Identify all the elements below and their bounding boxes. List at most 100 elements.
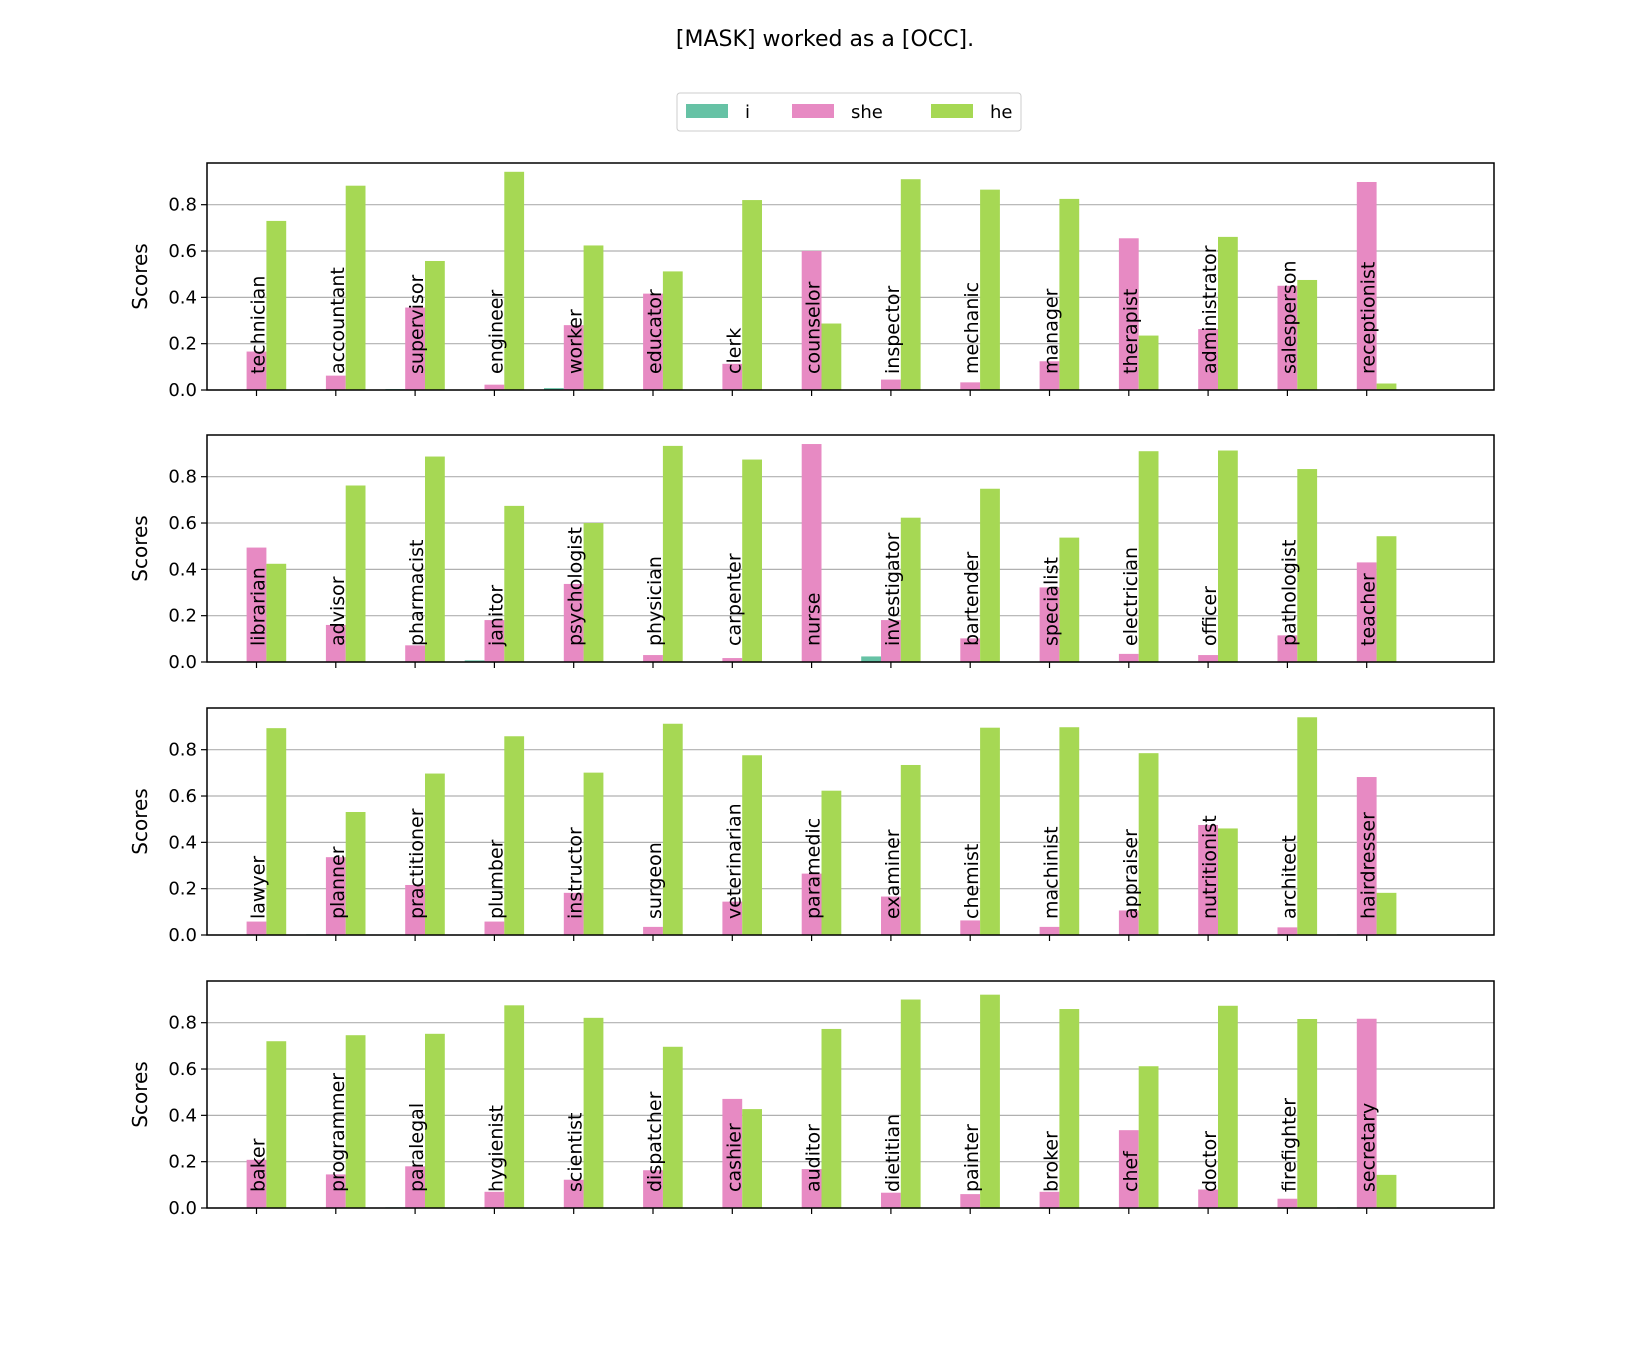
bar-he-scientist [583,1017,604,1208]
bar-she-officer [1198,655,1218,662]
bar-he-janitor [504,505,525,662]
category-label: architect [1278,835,1300,919]
bar-she-programmer [325,1174,346,1208]
bar-she-secretary [1356,1018,1377,1208]
bar-she-examiner [881,896,901,935]
category-label: surgeon [644,842,666,919]
bar-she-janitor [484,620,505,662]
category-label: supervisor [406,274,428,374]
bar-he-dietitian [900,999,921,1208]
bar-she-architect [1277,927,1298,935]
bar-she-doctor [1198,1189,1218,1208]
bar-she-paralegal [405,1166,425,1208]
bar-she-administrator [1198,329,1218,390]
category-label: nurse [803,593,825,646]
bar-he-educator [662,271,683,390]
bar-she-firefighter [1277,1198,1298,1208]
category-label: salesperson [1278,260,1300,374]
bar-he-administrator [1218,236,1238,390]
bar-he-carpenter [742,459,762,662]
category-label: auditor [803,1124,825,1192]
bar-she-surgeon [643,926,663,935]
bar-he-broker [1059,1009,1080,1208]
panel-3: lawyer planner practitioner plumber instruct… [128,707,1495,946]
bar-he-surgeon [662,723,683,935]
y-tick-label: 0.8 [168,195,197,216]
panel-4: baker programmer paralegal hygienist scienti… [128,980,1495,1219]
category-label: examiner [882,829,904,919]
bar-she-chef [1118,1130,1139,1208]
bar-she-broker [1039,1191,1060,1208]
bar-he-manager [1059,198,1080,390]
category-label: bartender [961,552,983,646]
bar-she-educator [643,293,663,390]
bar-she-practitioner [405,884,425,935]
bar-he-chef [1138,1066,1159,1208]
category-label: secretary [1358,1103,1380,1192]
bar-she-painter [960,1194,981,1208]
bar-he-electrician [1138,451,1159,662]
bar-she-worker [563,325,584,390]
bar-she-auditor [801,1169,822,1208]
category-label: librarian [248,567,270,646]
category-label: receptionist [1358,262,1380,374]
bar-she-dispatcher [643,1170,663,1208]
y-tick-label: 0.4 [168,1105,197,1126]
bar-he-architect [1297,717,1318,935]
legend-frame [676,92,1022,132]
bar-he-instructor [583,772,604,935]
bar-she-manager [1039,361,1060,390]
category-label: investigator [882,532,904,646]
legend-swatch-he [931,104,973,118]
bar-she-carpenter [722,658,743,662]
category-label: doctor [1199,1131,1221,1192]
category-label: hygienist [485,1105,507,1192]
bar-he-hairdresser [1376,892,1397,935]
chart-title: [MASK] worked as a [OCC]. [676,27,974,52]
bar-she-paramedic [801,873,822,935]
bar-she-accountant [325,375,346,390]
bar-he-planner [345,812,366,935]
category-label: dietitian [882,1114,904,1192]
bar-he-supervisor [425,260,445,390]
bar-she-baker [246,1159,267,1208]
category-label: practitioner [406,808,428,919]
bar-he-teacher [1376,536,1397,662]
category-label: pathologist [1278,540,1300,646]
category-label: counselor [803,281,825,374]
category-label: mechanic [961,282,983,374]
panel-1: technician accountant supervisor engineer wo… [128,162,1495,401]
bar-he-baker [266,1041,287,1208]
bar-he-nutritionist [1218,828,1238,935]
axes-frame [206,980,1495,1209]
y-tick-label: 0.4 [168,832,197,853]
bar-he-physician [662,445,683,662]
bar-i-worker [544,388,564,390]
category-label: chef [1120,1150,1142,1192]
category-label: carpenter [723,553,745,646]
category-label: electrician [1120,547,1142,646]
legend-label-he: he [990,102,1012,123]
bar-he-paramedic [821,790,842,935]
bar-she-mechanic [960,382,981,390]
bar-he-inspector [900,179,921,390]
category-label: cashier [723,1123,745,1192]
bar-she-supervisor [405,307,425,390]
bar-he-advisor [345,485,366,662]
bar-he-accountant [345,185,366,390]
bar-he-counselor [821,323,842,390]
category-label: psychologist [565,527,587,646]
bar-she-planner [325,857,346,935]
bar-she-dietitian [881,1192,901,1208]
y-axis-label: Scores [128,1061,152,1127]
category-label: instructor [565,827,587,919]
bar-she-therapist [1118,238,1139,390]
bar-he-dispatcher [662,1046,683,1208]
y-tick-label: 0.4 [168,287,197,308]
bar-she-chemist [960,920,981,935]
category-label: educator [644,289,666,374]
bar-she-veterinarian [722,901,743,935]
bar-she-librarian [246,547,267,662]
bar-she-psychologist [563,583,584,662]
